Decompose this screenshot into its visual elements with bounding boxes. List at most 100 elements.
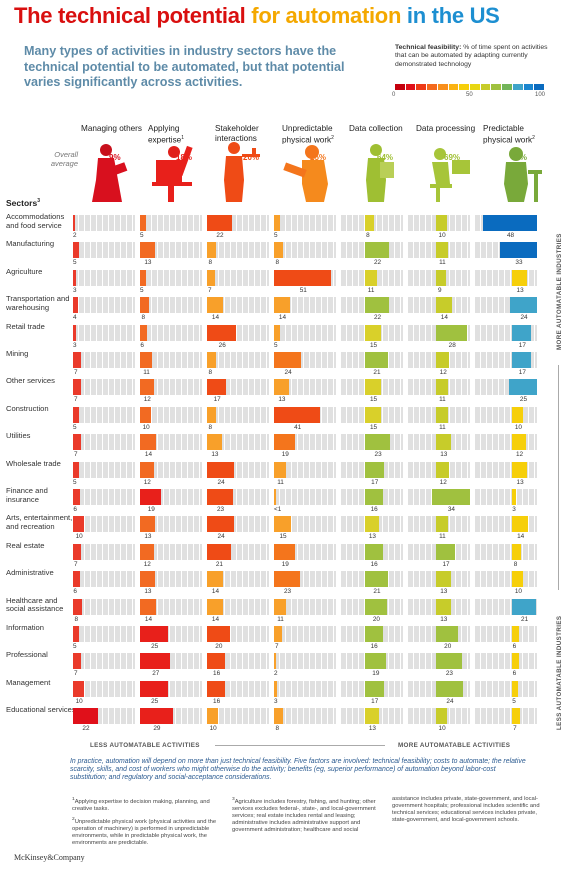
bar-value-label: 11 <box>439 533 446 541</box>
legend-scale-swatch <box>491 84 502 90</box>
bar-track <box>475 489 537 505</box>
bar-track <box>73 571 135 588</box>
bar <box>140 516 155 533</box>
bar <box>207 680 226 697</box>
bar-track <box>408 598 470 615</box>
overall-average-label: Overall average <box>50 150 78 168</box>
bar <box>274 489 276 505</box>
page-title: The technical potential for automation i… <box>14 3 500 29</box>
sector-label: Healthcare and social assistance <box>6 595 64 614</box>
bar-track <box>274 571 336 588</box>
legend-scale-swatch <box>405 84 416 90</box>
bar-track <box>408 434 470 451</box>
bar <box>207 297 223 314</box>
bar-track <box>207 352 269 368</box>
legend-description: % of time spent on activities that can b… <box>395 44 548 68</box>
bar-value-label: 13 <box>516 286 524 294</box>
bar-track <box>475 543 537 560</box>
bar <box>140 406 152 423</box>
legend-scale-swatch <box>416 84 427 90</box>
bar-track <box>341 269 403 286</box>
bar <box>207 708 219 725</box>
bar <box>140 269 146 286</box>
bar-track <box>475 626 537 642</box>
axis-arrow-line <box>215 745 385 746</box>
bar-track <box>73 461 135 478</box>
sector-label: Administrative <box>6 568 54 578</box>
legend-scale-swatch <box>523 84 534 90</box>
overall-percentage: 18% <box>176 153 193 162</box>
bar <box>140 215 146 231</box>
bar <box>364 297 390 314</box>
bar <box>512 708 521 725</box>
bar <box>482 215 537 231</box>
bar-track <box>475 324 537 341</box>
bar-track <box>207 598 269 615</box>
bar-value-label: 5 <box>73 643 77 650</box>
bar-value-label: 6 <box>73 588 77 596</box>
column-header: Data processing <box>416 124 481 134</box>
bar-track <box>475 461 537 478</box>
bar-value-label: 10 <box>514 423 522 431</box>
bar <box>364 653 386 670</box>
bar-track <box>207 516 269 533</box>
bar-value-label: 13 <box>144 533 152 541</box>
column-header-label: Predictable physical work <box>483 124 533 145</box>
sector-label: Real estate <box>6 540 45 550</box>
footnote-1: Applying expertise to decision making, p… <box>72 798 210 812</box>
bar <box>73 269 77 286</box>
bar-value-label: 16 <box>213 670 221 678</box>
bar-track <box>207 215 269 231</box>
bar-track <box>207 379 269 396</box>
bar-value-label: 23 <box>374 451 382 459</box>
bar-value-label: 10 <box>75 533 83 541</box>
bar-value-label: 5 <box>73 478 77 486</box>
bar <box>512 406 524 423</box>
legend-scale-swatch <box>459 84 470 90</box>
footnotes-col-2: 3Agriculture includes forestry, fishing,… <box>232 797 376 833</box>
column-header: Unpredictable physical work2 <box>282 124 347 145</box>
bar-track <box>140 598 202 615</box>
bar-value-label: 24 <box>520 314 528 322</box>
bar-value-label: 20 <box>372 615 380 623</box>
bar-value-label: 2 <box>73 232 77 239</box>
bar-track <box>408 571 470 588</box>
bar-value-label: 17 <box>518 341 526 349</box>
bar <box>274 653 277 670</box>
bar <box>140 297 150 314</box>
bar <box>512 324 532 341</box>
bar-value-label: 6 <box>73 506 77 513</box>
bar-value-label: 12 <box>143 560 151 568</box>
bar-value-label: 19 <box>281 451 289 459</box>
bar <box>140 489 162 505</box>
bar-track <box>140 571 202 588</box>
bar-track <box>274 489 336 505</box>
bar-track <box>341 406 403 423</box>
bar-track <box>140 680 202 697</box>
overall-percentage: 25% <box>310 153 327 162</box>
bar <box>274 434 296 451</box>
bar-value-label: 20 <box>444 643 452 650</box>
bar-value-label: <1 <box>274 506 282 513</box>
bar-value-label: 14 <box>144 451 152 459</box>
overall-percentage: 9% <box>109 153 121 162</box>
bar-track <box>274 406 336 423</box>
bar-value-label: 14 <box>440 314 448 322</box>
bar-track <box>408 269 470 286</box>
bar <box>207 269 215 286</box>
bar-track <box>140 543 202 560</box>
bar-value-label: 23 <box>216 506 225 513</box>
bar-track <box>73 708 135 725</box>
bar-track <box>475 242 537 259</box>
bar-value-label: 10 <box>514 588 522 596</box>
bar-value-label: 11 <box>439 259 446 267</box>
bar <box>364 571 389 588</box>
bar-track <box>73 242 135 259</box>
bar-track <box>274 680 336 697</box>
bar-value-label: 7 <box>73 451 78 459</box>
bar-track <box>274 269 336 286</box>
bar-value-label: 15 <box>370 423 378 431</box>
legend-tick-100: 100 <box>535 92 546 98</box>
bar <box>73 626 79 642</box>
bar <box>207 242 217 259</box>
